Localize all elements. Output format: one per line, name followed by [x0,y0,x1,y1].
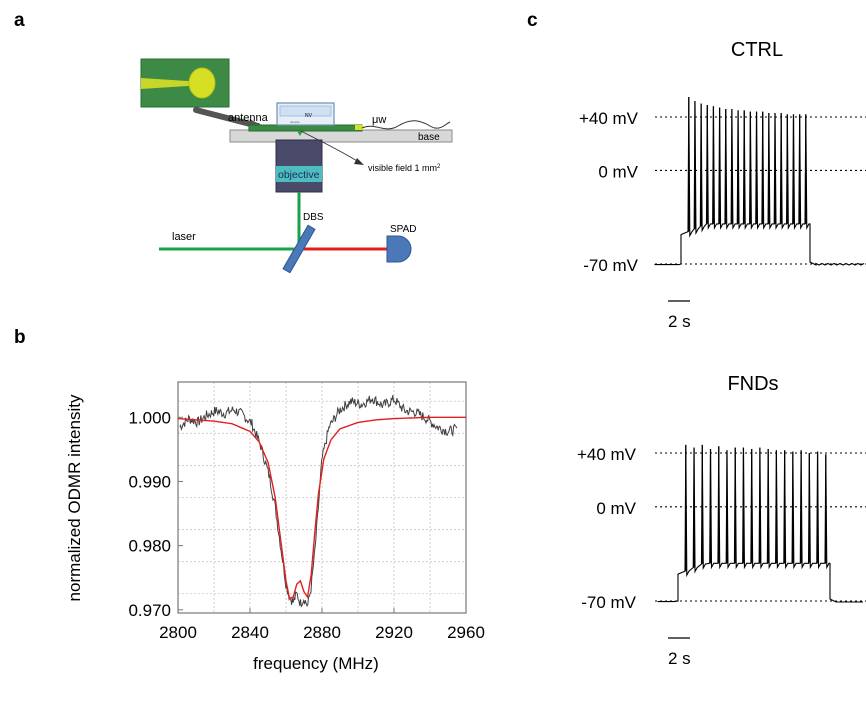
spad-label: SPAD [390,224,417,235]
time-scale-label: 2 s [668,649,691,668]
field-pointer [300,130,363,165]
visible-field-label: visible field 1 mm2 [368,163,441,173]
chip-text: sample [290,120,300,124]
fnds-trace-group: +40 mV 0 mV -70 mV 2 s [577,444,866,668]
odmr-y-axis-label: normalized ODMR intensity [65,394,84,601]
odmr-grid [177,382,467,613]
x-tick-label: 2960 [447,623,485,642]
antenna-feedline [141,78,203,89]
ctrl-title: CTRL [731,39,783,61]
x-tick-label: 2800 [159,623,197,642]
level-label: 0 mV [596,499,636,518]
odmr-fit-series [178,416,466,600]
fnds-title: FNDs [727,373,778,395]
microwave-label: μw [372,114,386,126]
base-label: base [418,132,440,143]
antenna-loop [188,67,216,99]
x-tick-label: 2880 [303,623,341,642]
laser-label: laser [172,231,196,243]
dichroic-beamsplitter [282,224,316,274]
ctrl-trace-group: +40 mV 0 mV -70 mV 2 s [579,96,866,331]
spad-detector [386,235,412,263]
panel-label-c: c [527,10,538,31]
level-label: -70 mV [583,256,638,275]
objective-band [276,166,322,182]
membrane-potential-trace [654,96,865,266]
odmr-x-axis-label: frequency (MHz) [253,654,379,673]
x-tick-label: 2840 [231,623,269,642]
level-label: +40 mV [579,109,639,128]
y-tick-label: 1.000 [128,408,171,427]
y-tick-label: 0.990 [128,472,171,491]
microwave-cable [361,120,451,130]
time-scale-label: 2 s [668,312,691,331]
panel-label-b: b [14,327,26,348]
y-tick-label: 0.970 [128,601,171,620]
y-tick-label: 0.980 [128,537,171,556]
objective-label: objective [278,169,320,181]
level-label: 0 mV [598,162,638,181]
level-label: +40 mV [577,445,637,464]
antenna-pointer [193,107,261,129]
odmr-data-series [179,395,458,608]
panel-label-a: a [14,10,25,31]
x-tick-label: 2920 [375,623,413,642]
antenna-label: antenna [228,112,269,124]
level-label: -70 mV [581,593,636,612]
nv-label: NV [305,113,313,119]
dbs-label: DBS [303,212,324,223]
